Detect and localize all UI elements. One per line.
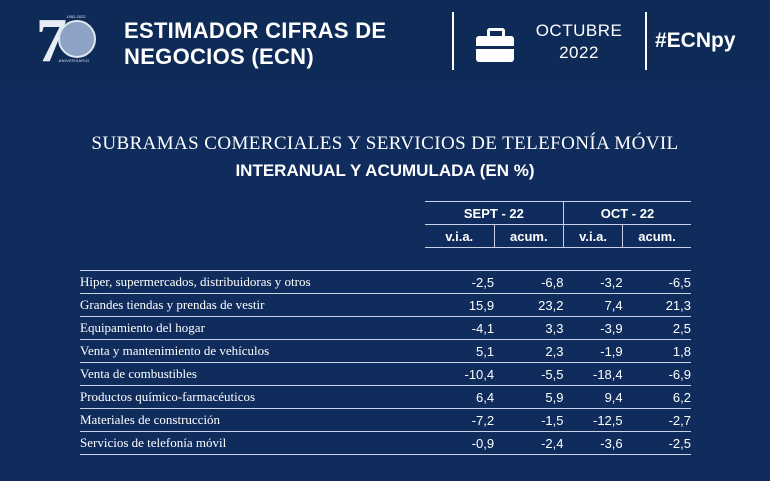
table-row: Equipamiento del hogar -4,1 3,3 -3,9 2,5 — [80, 316, 691, 340]
value-cell: -2,5 — [424, 270, 495, 294]
value-cell: -2,4 — [494, 431, 564, 455]
row-label: Equipamiento del hogar — [80, 316, 425, 340]
report-title: ESTIMADOR CIFRAS DE NEGOCIOS (ECN) — [124, 18, 444, 70]
report-period: OCTUBRE 2022 — [527, 20, 631, 64]
report-year: 2022 — [559, 43, 599, 62]
value-cell: -2,7 — [622, 408, 691, 432]
table-title: SUBRAMAS COMERCIALES Y SERVICIOS DE TELE… — [91, 133, 679, 154]
value-cell: 6,4 — [424, 385, 495, 409]
value-cell: 2,5 — [622, 316, 691, 340]
table-subtitle: INTERANUAL Y ACUMULADA (EN %) — [235, 161, 535, 180]
row-label: Venta de combustibles — [80, 362, 425, 386]
value-cell: -3,6 — [563, 431, 623, 455]
logo-years: 1952-2022 — [66, 14, 86, 19]
table-row: Venta de combustibles -10,4 -5,5 -18,4 -… — [80, 362, 691, 386]
table-row: Venta y mantenimiento de vehículos 5,1 2… — [80, 339, 691, 363]
value-cell: -12,5 — [563, 408, 623, 432]
subheader-cell: acum. — [622, 224, 691, 248]
value-cell: -5,5 — [494, 362, 564, 386]
row-label: Hiper, supermercados, distribuidoras y o… — [80, 270, 425, 294]
period-header-row: SEPT - 22 OCT - 22 — [80, 201, 691, 225]
briefcase-icon — [476, 28, 514, 64]
value-cell: -4,1 — [424, 316, 495, 340]
value-cell: 1,8 — [622, 339, 691, 363]
spacer-row — [80, 247, 691, 271]
subheader-cell: v.i.a. — [562, 224, 623, 248]
value-cell: -10,4 — [424, 362, 495, 386]
value-cell: 21,3 — [622, 293, 691, 317]
header-divider-2 — [645, 12, 647, 70]
table-row: Hiper, supermercados, distribuidoras y o… — [80, 270, 691, 294]
table-row: Productos químico-farmacéuticos 6,4 5,9 … — [80, 385, 691, 409]
value-cell: 3,3 — [494, 316, 564, 340]
value-cell: -7,2 — [424, 408, 495, 432]
value-cell: 15,9 — [424, 293, 495, 317]
value-cell: -3,9 — [563, 316, 623, 340]
value-cell: -6,5 — [622, 270, 691, 294]
subheader-cell: acum. — [493, 224, 564, 248]
value-cell: 7,4 — [563, 293, 623, 317]
value-cell: 23,2 — [494, 293, 564, 317]
data-table: SEPT - 22 OCT - 22 v.i.a. acum. v.i.a. a… — [80, 201, 691, 455]
period-header: OCT - 22 — [562, 201, 691, 225]
anniversary-logo: 7 1952-2022 ANIVERSARIO — [36, 10, 96, 72]
row-label: Productos químico-farmacéuticos — [80, 385, 425, 409]
report-title-line2: NEGOCIOS (ECN) — [124, 44, 314, 69]
logo-caption: ANIVERSARIO — [58, 58, 90, 63]
header-banner: 7 1952-2022 ANIVERSARIO ESTIMADOR CIFRAS… — [0, 0, 770, 82]
value-cell: 9,4 — [563, 385, 623, 409]
header-divider-1 — [452, 12, 454, 70]
table-row: Servicios de telefonía móvil -0,9 -2,4 -… — [80, 431, 691, 455]
report-title-line1: ESTIMADOR CIFRAS DE — [124, 18, 387, 43]
value-cell: 2,3 — [494, 339, 564, 363]
value-cell: -3,2 — [563, 270, 623, 294]
value-cell: -18,4 — [563, 362, 623, 386]
table-row: Materiales de construcción -7,2 -1,5 -12… — [80, 408, 691, 432]
value-cell: -2,5 — [622, 431, 691, 455]
value-cell: -6,9 — [622, 362, 691, 386]
subheader-cell: v.i.a. — [424, 224, 495, 248]
row-label: Grandes tiendas y prendas de vestir — [80, 293, 425, 317]
row-label: Venta y mantenimiento de vehículos — [80, 339, 425, 363]
table-row: Grandes tiendas y prendas de vestir 15,9… — [80, 293, 691, 317]
row-label: Materiales de construcción — [80, 408, 425, 432]
hashtag: #ECNpy — [655, 29, 736, 52]
value-cell: 5,9 — [494, 385, 564, 409]
subheader-row: v.i.a. acum. v.i.a. acum. — [80, 224, 691, 248]
value-cell: -1,9 — [563, 339, 623, 363]
value-cell: -1,5 — [494, 408, 564, 432]
period-header: SEPT - 22 — [424, 201, 564, 225]
value-cell: 5,1 — [424, 339, 495, 363]
seal-icon — [58, 20, 96, 58]
report-month: OCTUBRE — [535, 21, 623, 40]
value-cell: -6,8 — [494, 270, 564, 294]
row-label: Servicios de telefonía móvil — [80, 431, 425, 455]
value-cell: 6,2 — [622, 385, 691, 409]
value-cell: -0,9 — [424, 431, 495, 455]
